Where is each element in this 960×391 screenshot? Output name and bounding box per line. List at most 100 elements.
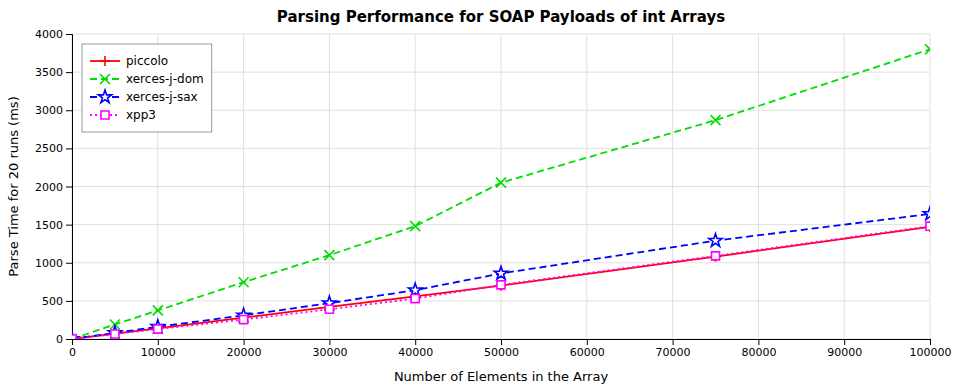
tick: 30000 [312, 339, 347, 359]
tick-label: 30000 [312, 346, 347, 359]
tick: 3000 [35, 104, 72, 117]
grid-line-y [72, 186, 930, 187]
tick-label: 80000 [741, 346, 776, 359]
point-marker [926, 222, 930, 230]
tick: 100000 [910, 339, 952, 359]
tick-label: 20000 [227, 346, 262, 359]
tick-mark [673, 339, 674, 345]
point-marker [240, 316, 248, 324]
point-marker [72, 334, 77, 339]
legend-label: xerces-j-dom [126, 72, 204, 86]
tick-label: 0 [69, 346, 76, 359]
legend-marker [101, 111, 109, 119]
point-marker [325, 305, 333, 313]
point-marker [239, 277, 249, 287]
y-axis-title: Parse Time for 20 runs (ms) [6, 96, 21, 276]
tick-label: 500 [42, 295, 63, 308]
legend-item: xerces-j-dom [90, 72, 204, 86]
tick: 80000 [741, 339, 776, 359]
tick: 10000 [141, 339, 176, 359]
legend-item: xerces-j-sax [90, 90, 198, 104]
tick-label: 90000 [827, 346, 862, 359]
tick: 40000 [398, 339, 433, 359]
legend-label: piccolo [126, 54, 168, 68]
tick-label: 100000 [910, 346, 952, 359]
tick-mark [329, 339, 330, 345]
tick-mark [501, 339, 502, 345]
tick-label: 50000 [484, 346, 519, 359]
axis-line [66, 35, 73, 340]
tick-label: 3500 [35, 66, 63, 79]
tick: 0 [56, 333, 72, 346]
point-marker [153, 305, 163, 315]
legend-item: piccolo [90, 54, 168, 68]
tick-label: 70000 [656, 346, 691, 359]
point-marker [72, 334, 77, 339]
tick-mark [66, 301, 72, 302]
point-marker [411, 295, 419, 303]
point-marker [494, 266, 507, 279]
tick: 500 [42, 295, 72, 308]
tick-mark [158, 339, 159, 345]
tick-label: 3000 [35, 104, 63, 117]
point-marker [711, 115, 721, 125]
tick-mark [415, 339, 416, 345]
point-marker [151, 320, 164, 333]
point-marker [111, 330, 119, 338]
tick: 70000 [656, 339, 691, 359]
grid-line-y [72, 300, 930, 301]
series [72, 222, 930, 339]
tick-label: 10000 [141, 346, 176, 359]
point-marker [711, 252, 721, 262]
legend: piccoloxerces-j-domxerces-j-saxxpp3 [82, 44, 212, 132]
point-marker [110, 329, 120, 339]
tick-mark [930, 339, 931, 345]
tick-mark [66, 263, 72, 264]
point-marker [108, 326, 121, 339]
tick-label: 4000 [35, 28, 63, 41]
tick-mark [758, 339, 759, 345]
tick-label: 2000 [35, 181, 63, 194]
tick: 2000 [35, 181, 72, 194]
tick-mark [244, 339, 245, 345]
legend-marker [100, 74, 110, 84]
tick-mark [66, 34, 72, 35]
grid-line-y [72, 224, 930, 225]
grid-line-y [72, 34, 930, 35]
data-layer [72, 44, 930, 339]
tick: 60000 [570, 339, 605, 359]
point-marker [923, 207, 930, 220]
tick-label: 1500 [35, 219, 63, 232]
legend-marker [100, 56, 110, 66]
legend-marker [98, 90, 111, 103]
legend-label: xerces-j-sax [126, 90, 198, 104]
chart-svg: 0100002000030000400005000060000700008000… [0, 0, 960, 391]
tick-mark [66, 339, 72, 340]
tick-mark [66, 187, 72, 188]
tick-label: 2500 [35, 142, 63, 155]
tick: 50000 [484, 339, 519, 359]
tick: 1000 [35, 257, 72, 270]
point-marker [154, 325, 162, 333]
tick-label: 1000 [35, 257, 63, 270]
point-marker [153, 323, 163, 333]
tick-label: 60000 [570, 346, 605, 359]
point-marker [324, 250, 334, 260]
tick-label: 0 [56, 333, 63, 346]
point-marker [711, 252, 719, 260]
tick-mark [66, 148, 72, 149]
tick: 1500 [35, 219, 72, 232]
legend-box [82, 44, 212, 132]
x-axis: 0 10000 20000 30000 40000 50000 60000 70000 8000… [69, 339, 952, 359]
point-marker [496, 281, 506, 291]
series [72, 222, 930, 339]
tick-mark [66, 225, 72, 226]
point-marker [925, 222, 930, 232]
grid-line-y [72, 148, 930, 149]
tick: 4000 [35, 28, 72, 41]
grid-line-y [72, 262, 930, 263]
chart-title: Parsing Performance for SOAP Payloads of… [277, 8, 725, 26]
x-axis-title: Number of Elements in the Array [394, 369, 609, 384]
point-marker [925, 44, 930, 54]
grid [72, 34, 930, 339]
